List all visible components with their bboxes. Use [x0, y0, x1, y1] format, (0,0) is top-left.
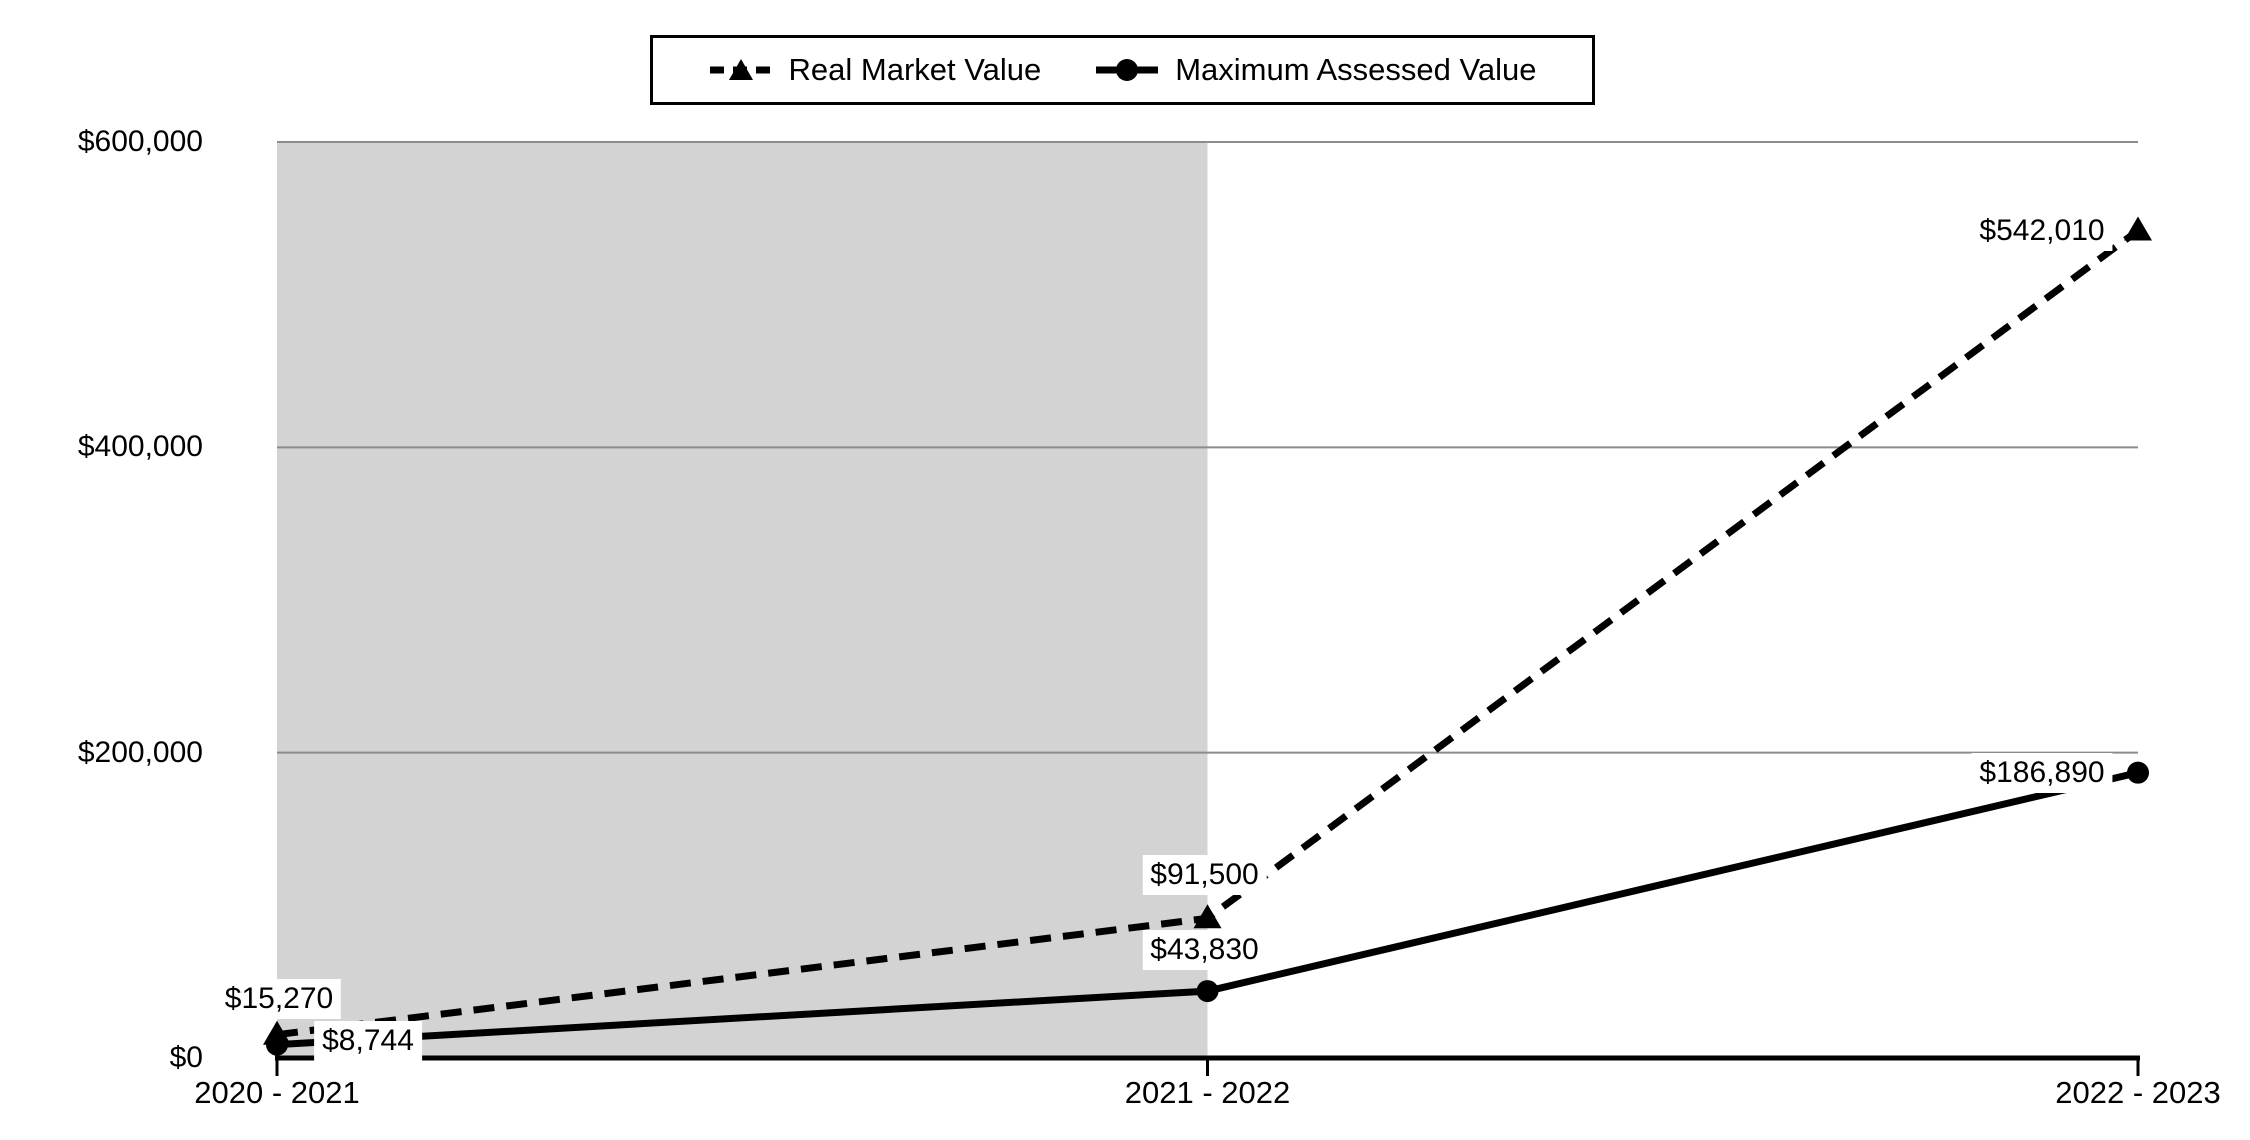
legend-item-maximum-assessed-value: Maximum Assessed Value: [1095, 52, 1536, 88]
x-tick-label: 2020 - 2021: [194, 1075, 360, 1110]
value-label-max-assessed-value: $186,890: [1971, 752, 2113, 793]
highlight-band: [277, 142, 1208, 1058]
triangle-marker: [1193, 904, 1222, 929]
chart-legend: Real Market Value Maximum Assessed Value: [650, 35, 1595, 105]
x-tick-label: 2022 - 2023: [2055, 1075, 2221, 1110]
circle-marker: [266, 1033, 288, 1056]
legend-item-real-market-value: Real Market Value: [709, 52, 1042, 88]
value-label-real-market-value: $91,500: [1142, 855, 1267, 896]
legend-label: Real Market Value: [788, 52, 1042, 87]
legend-label: Maximum Assessed Value: [1175, 52, 1537, 87]
x-tick-label: 2021 - 2022: [1124, 1075, 1291, 1110]
value-label-max-assessed-value: $43,830: [1142, 930, 1267, 971]
y-tick-label: $0: [169, 1041, 203, 1074]
y-tick-label: $600,000: [77, 125, 203, 158]
circle-marker: [1196, 980, 1219, 1003]
value-label-real-market-value: $542,010: [1971, 210, 2113, 251]
dashed-line-triangle-marker-icon: [709, 59, 772, 80]
triangle-marker: [2124, 216, 2152, 241]
value-label-real-market-value: $15,270: [216, 978, 342, 1019]
solid-line-circle-marker-icon: [1096, 59, 1159, 81]
value-label-max-assessed-value: $8,744: [314, 1020, 422, 1061]
y-tick-label: $200,000: [77, 735, 203, 769]
y-tick-label: $400,000: [77, 430, 203, 464]
circle-marker: [2127, 761, 2149, 784]
